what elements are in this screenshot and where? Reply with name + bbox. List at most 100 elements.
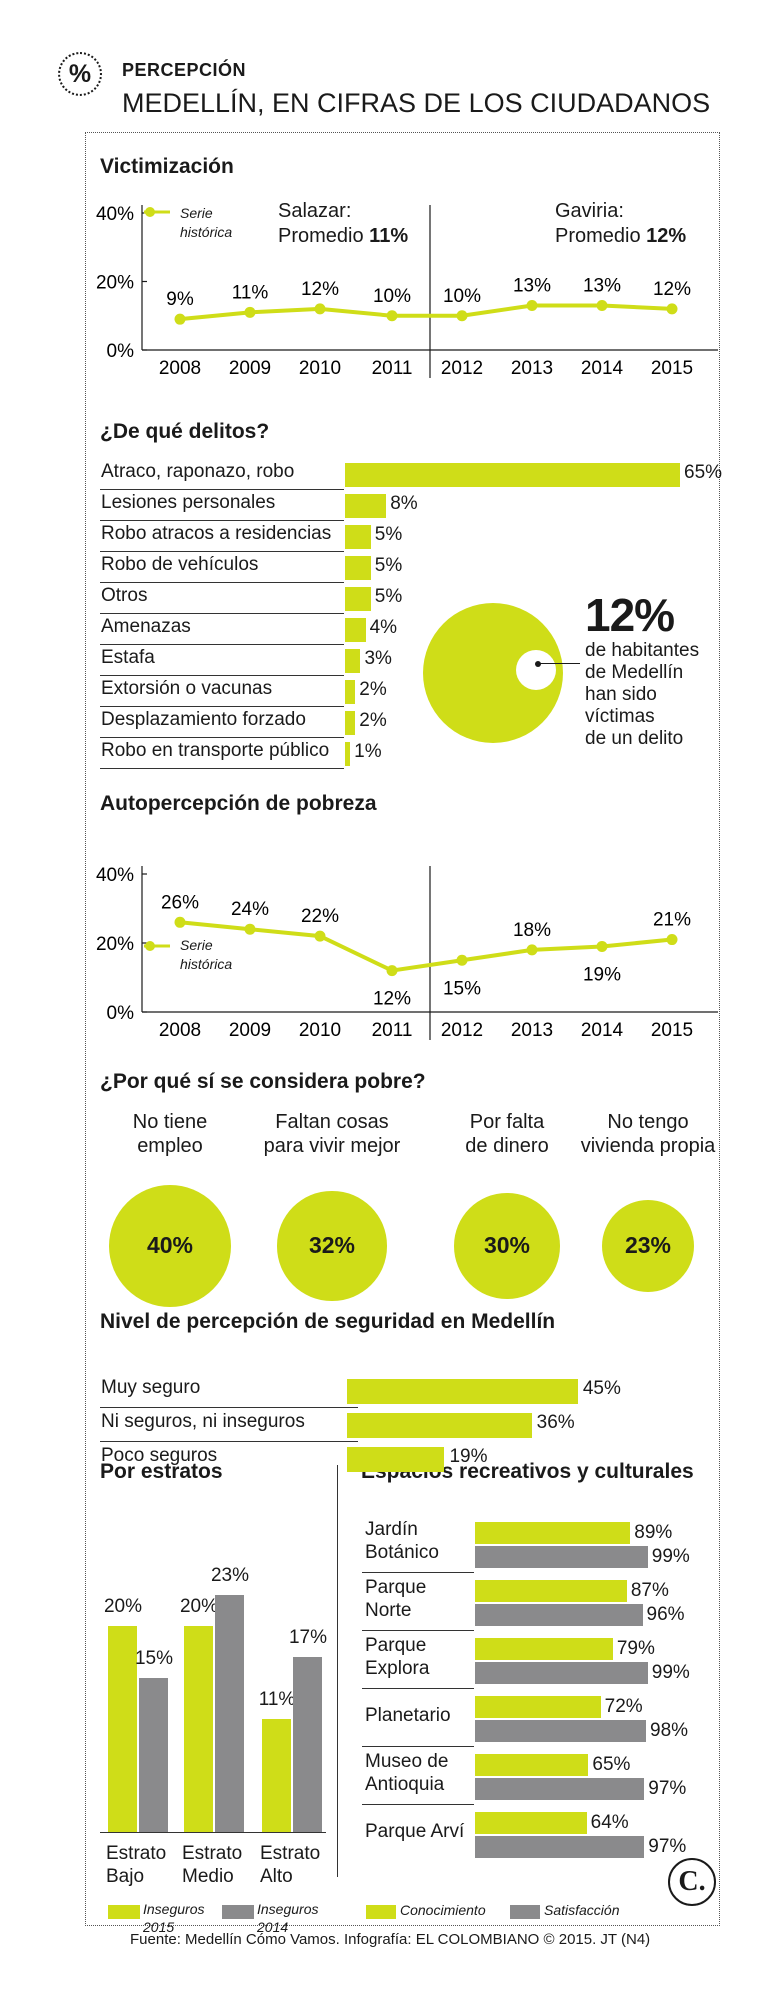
espacio-label: Explora — [365, 1658, 430, 1679]
legend-historica: histórica — [180, 224, 233, 240]
data-label: 24% — [231, 899, 269, 920]
estrato-value: 20% — [179, 1596, 219, 1617]
espacio-bar — [475, 1812, 587, 1834]
delito-label: Robo de vehículos — [101, 554, 259, 575]
seguridad-value: 36% — [536, 1412, 575, 1433]
gaviria-average: Promedio 12% — [555, 225, 686, 248]
salazar-average: Promedio 11% — [278, 225, 408, 248]
delito-label: Extorsión o vacunas — [101, 678, 273, 699]
x-tick-label: 2012 — [441, 1020, 483, 1041]
delito-bar — [345, 525, 371, 549]
delito-rule — [100, 613, 344, 614]
espacio-value: 87% — [630, 1580, 669, 1601]
data-label: 22% — [301, 906, 339, 927]
reason-circle — [601, 1199, 695, 1293]
reason-text: vivienda propia — [580, 1135, 716, 1157]
victimizacion-title: Victimización — [100, 155, 234, 178]
data-label: 13% — [583, 275, 621, 296]
page-title: MEDELLÍN, EN CIFRAS DE LOS CIUDADANOS — [122, 88, 711, 118]
estrato-bar — [262, 1718, 291, 1832]
delito-label: Robo atracos a residencias — [101, 523, 332, 544]
seguridad-bar — [347, 1413, 532, 1438]
delito-bar — [345, 587, 371, 611]
estrato-label: Estrato — [260, 1843, 321, 1864]
percent-icon: % — [58, 52, 102, 96]
victims-line: de habitantes — [585, 640, 700, 661]
delito-label: Atraco, raponazo, robo — [101, 461, 295, 482]
espacio-bar — [475, 1836, 645, 1858]
data-label: 12% — [373, 989, 411, 1010]
seguridad-bar — [347, 1379, 578, 1404]
estrato-value: 15% — [134, 1647, 174, 1669]
y-tick-label: 0% — [107, 1003, 135, 1024]
seguridad-title: Nivel de percepción de seguridad en Mede… — [100, 1310, 556, 1333]
victims-pointer-dot — [535, 661, 541, 667]
header-kicker: PERCEPCIÓN — [122, 60, 247, 80]
delito-rule — [100, 768, 344, 769]
delito-rule — [100, 706, 344, 707]
legend-swatch-satisfaccion — [510, 1905, 540, 1919]
reason-text: empleo — [137, 1135, 203, 1157]
espacio-value: 98% — [650, 1720, 689, 1741]
espacio-value: 99% — [651, 1662, 690, 1683]
delito-bar — [345, 618, 366, 642]
delito-rule — [100, 551, 344, 552]
data-point — [386, 965, 398, 977]
estratos-title: Por estratos — [100, 1460, 223, 1483]
espacio-label: Parque Arví — [365, 1821, 465, 1842]
espacio-bar — [475, 1696, 601, 1718]
estrato-value: 11% — [258, 1688, 296, 1710]
delito-value: 3% — [364, 648, 392, 669]
espacio-rule — [362, 1572, 474, 1573]
legend-swatch-2015 — [108, 1905, 140, 1919]
delito-rule — [100, 520, 344, 521]
reason-value: 40% — [146, 1232, 194, 1258]
victims-caption: de habitantes de Medellín han sido vícti… — [585, 640, 699, 750]
delito-value: 4% — [369, 617, 398, 638]
data-point — [244, 923, 256, 935]
espacio-rule — [362, 1688, 474, 1689]
x-tick-label: 2013 — [511, 1020, 553, 1041]
seguridad-rule — [100, 1407, 358, 1408]
gaviria-average-label: Promedio — [555, 225, 641, 247]
estrato-bar — [184, 1626, 213, 1832]
reason-text: No tiene — [132, 1111, 208, 1133]
espacio-label: Planetario — [365, 1705, 451, 1726]
y-tick-label: 20% — [96, 273, 134, 294]
delito-label: Estafa — [101, 647, 155, 668]
x-tick-label: 2011 — [372, 1020, 413, 1041]
y-tick-label: 0% — [107, 341, 135, 362]
series-line — [179, 303, 673, 322]
gaviria-label: Gaviria: — [555, 200, 624, 222]
delito-value: 5% — [374, 555, 403, 576]
estrato-bar — [139, 1677, 168, 1832]
victims-value: 12% — [585, 589, 675, 641]
victims-pointer-line — [540, 663, 580, 664]
y-tick-label: 20% — [96, 934, 134, 955]
espacio-label: Parque — [365, 1635, 427, 1656]
victims-line: de un delito — [585, 728, 684, 749]
legend-serie: Serie — [180, 937, 213, 953]
victims-line: víctimas — [585, 706, 655, 727]
series-line — [179, 920, 673, 973]
data-label: 13% — [513, 275, 551, 296]
reason-text: No tengo — [607, 1111, 689, 1133]
porque-title: ¿Por qué sí se considera pobre? — [100, 1070, 426, 1093]
data-point — [666, 934, 678, 946]
espacio-bar — [475, 1754, 589, 1776]
x-tick-label: 2015 — [651, 358, 693, 379]
delito-value: 5% — [374, 586, 403, 607]
estrato-label: Bajo — [106, 1866, 145, 1887]
legend-text: Satisfacción — [544, 1902, 620, 1918]
x-tick-label: 2012 — [441, 358, 483, 379]
delito-value: 65% — [684, 462, 723, 483]
x-tick-label: 2008 — [159, 358, 201, 379]
data-label: 9% — [166, 289, 194, 310]
espacio-label: Antioquia — [365, 1774, 445, 1795]
espacio-value: 97% — [648, 1836, 687, 1857]
seguridad-value: 45% — [582, 1378, 621, 1399]
seguridad-rule — [100, 1441, 358, 1442]
estratos-baseline — [100, 1832, 326, 1833]
x-tick-label: 2013 — [511, 358, 553, 379]
victims-line: han sido — [585, 684, 657, 705]
